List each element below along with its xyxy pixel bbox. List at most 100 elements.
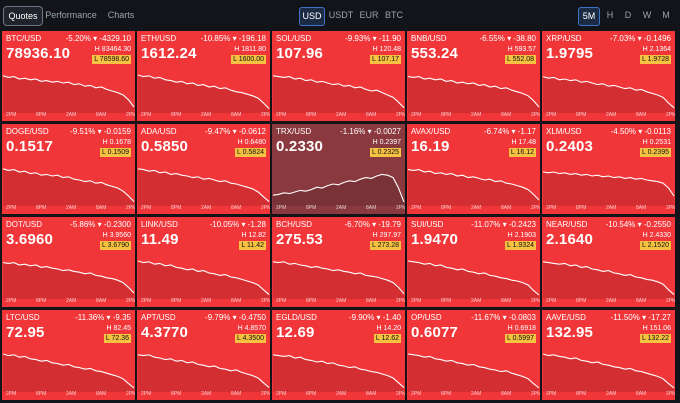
time-axis-label: 2PM	[276, 298, 287, 304]
time-axis-label: 8AM	[366, 205, 377, 211]
quote-tile[interactable]: APT/USD -9.79% ▾ -0.4750 4.3770 H 4.8570 L 4…	[137, 310, 270, 400]
low-price-badge: L 0.2325	[370, 148, 401, 157]
sparkline-chart	[137, 260, 270, 299]
time-axis-label: 8AM	[231, 205, 242, 211]
sparkline-area	[138, 261, 269, 299]
time-axis-label: 2AM	[66, 298, 77, 304]
sparkline-chart	[407, 169, 540, 206]
time-axis-label: 2AM	[66, 112, 77, 118]
time-axis-label: 8PM	[36, 112, 47, 118]
timeframe-hour[interactable]: H	[606, 10, 614, 20]
high-price: H 297.97	[372, 232, 401, 239]
sparkline-line	[272, 261, 405, 295]
sparkline-chart	[272, 173, 405, 206]
time-axis-label: 2PM	[396, 205, 405, 211]
timeframe-day[interactable]: D	[624, 10, 632, 20]
quote-tile[interactable]: LINK/USD -10.05% ▾ -1.28 11.49 H 12.82 L 11.…	[137, 217, 270, 307]
quote-tile[interactable]: OP/USD -11.67% ▾ -0.0803 0.6077 H 0.6918 L 0…	[407, 310, 540, 400]
high-price: H 2.4330	[642, 232, 671, 239]
symbol-label: ADA/USD	[141, 127, 177, 136]
time-axis-label: 2PM	[126, 112, 135, 118]
time-axis-label: 2AM	[336, 112, 347, 118]
currency-eur[interactable]: EUR	[359, 10, 379, 20]
top-toolbar: Quotes Performance Charts USD USDT EUR B…	[0, 0, 680, 30]
change-label: -6.55% ▾ -38.80	[479, 34, 537, 43]
time-axis-label: 2PM	[546, 391, 557, 397]
quote-tile[interactable]: EGLD/USD -9.90% ▾ -1.40 12.69 H 14.20 L 12.6…	[272, 310, 405, 400]
sparkline-chart	[407, 260, 540, 299]
change-label: -7.03% ▾ -0.1496	[610, 34, 671, 43]
high-price: H 17.48	[511, 139, 536, 146]
currency-usd[interactable]: USD	[299, 7, 325, 26]
quote-tile[interactable]: LTC/USD -11.36% ▾ -9.35 72.95 H 82.45 L 72.3…	[2, 310, 135, 400]
quote-tile[interactable]: SOL/USD -9.93% ▾ -11.90 107.96 H 120.48 L 10…	[272, 31, 405, 121]
quote-tile[interactable]: NEAR/USD -10.54% ▾ -0.2550 2.1640 H 2.4330 L…	[542, 217, 675, 307]
tab-performance[interactable]: Performance	[45, 10, 97, 20]
quote-tile[interactable]: BNB/USD -6.55% ▾ -38.80 553.24 H 593.57 L 55…	[407, 31, 540, 121]
change-label: -9.93% ▾ -11.90	[345, 34, 401, 43]
last-price: 0.2330	[276, 138, 324, 155]
currency-btc[interactable]: BTC	[385, 10, 403, 20]
quote-tile[interactable]: BTC/USD -5.20% ▾ -4329.10 78936.10 H 83464.…	[2, 31, 135, 121]
last-price: 1612.24	[141, 45, 197, 62]
timeframe-month[interactable]: M	[662, 10, 670, 20]
timeframe-week[interactable]: W	[642, 10, 652, 20]
time-axis-label: 2PM	[126, 205, 135, 211]
quote-tile[interactable]: AVAX/USD -6.74% ▾ -1.17 16.19 H 17.48 L 16.1…	[407, 124, 540, 214]
sparkline-chart	[2, 353, 135, 392]
quote-tile[interactable]: ADA/USD -9.47% ▾ -0.0612 0.5850 H 0.6480 L 0…	[137, 124, 270, 214]
sparkline-line	[2, 168, 135, 202]
last-price: 11.49	[141, 231, 179, 248]
quote-tile[interactable]: SUI/USD -11.07% ▾ -0.2423 1.9470 H 2.1903 L …	[407, 217, 540, 307]
sparkline-area	[408, 261, 539, 299]
quote-tile[interactable]: DOGE/USD -9.51% ▾ -0.0159 0.1517 H 0.1678 L …	[2, 124, 135, 214]
sparkline-line	[272, 173, 405, 203]
change-label: -11.50% ▾ -17.27	[610, 313, 671, 322]
time-axis-label: 2AM	[606, 112, 617, 118]
last-price: 275.53	[276, 231, 324, 248]
time-axis-label: 2AM	[201, 112, 212, 118]
time-axis-label: 2PM	[411, 112, 422, 118]
last-price: 4.3770	[141, 324, 189, 341]
quotes-heatmap-grid: BTC/USD -5.20% ▾ -4329.10 78936.10 H 83464.…	[0, 31, 680, 403]
time-axis-label: 2PM	[141, 391, 152, 397]
time-axis-label: 8AM	[501, 205, 512, 211]
sparkline-chart	[2, 75, 135, 113]
timeframe-5m[interactable]: 5M	[578, 7, 600, 26]
quote-tile[interactable]: TRX/USD -1.16% ▾ -0.0027 0.2330 H 0.2397 L 0…	[272, 124, 405, 214]
change-label: -6.70% ▾ -19.79	[344, 220, 402, 229]
time-axis-label: 2PM	[261, 205, 270, 211]
tab-charts[interactable]: Charts	[107, 10, 135, 20]
quote-tile[interactable]: BCH/USD -6.70% ▾ -19.79 275.53 H 297.97 L 27…	[272, 217, 405, 307]
time-axis-label: 2PM	[126, 298, 135, 304]
quote-tile[interactable]: ETH/USD -10.85% ▾ -196.18 1612.24 H 1811.80…	[137, 31, 270, 121]
change-label: -11.07% ▾ -0.2423	[471, 220, 536, 229]
sparkline-line	[542, 171, 675, 197]
time-axis-label: 2PM	[666, 298, 675, 304]
time-axis-label: 8PM	[441, 112, 452, 118]
low-price-badge: L 1.9728	[640, 55, 671, 64]
sparkline-chart	[2, 262, 135, 299]
time-axis-label: 8PM	[171, 298, 182, 304]
currency-usdt[interactable]: USDT	[328, 10, 354, 20]
time-axis-label: 8PM	[576, 112, 587, 118]
time-axis-label: 2AM	[201, 298, 212, 304]
quote-tile[interactable]: DOT/USD -5.86% ▾ -0.2300 3.6960 H 3.9560 L 3…	[2, 217, 135, 307]
quote-tile[interactable]: XRP/USD -7.03% ▾ -0.1496 1.9795 H 2.1364 L 1…	[542, 31, 675, 121]
symbol-label: EGLD/USD	[276, 313, 317, 322]
sparkline-chart	[137, 74, 270, 113]
symbol-label: ETH/USD	[141, 34, 177, 43]
tab-quotes[interactable]: Quotes	[3, 6, 43, 26]
sparkline-line	[407, 169, 540, 201]
last-price: 1.9470	[411, 231, 459, 248]
symbol-label: APT/USD	[141, 313, 176, 322]
time-axis-label: 8AM	[366, 112, 377, 118]
time-axis-label: 2PM	[6, 391, 17, 397]
quote-tile[interactable]: AAVE/USD -11.50% ▾ -17.27 132.95 H 151.06 L …	[542, 310, 675, 400]
time-axis-label: 2PM	[141, 205, 152, 211]
time-axis-label: 8PM	[171, 391, 182, 397]
sparkline-area	[543, 354, 674, 392]
quote-tile[interactable]: XLM/USD -4.50% ▾ -0.0113 0.2403 H 0.2531 L 0…	[542, 124, 675, 214]
sparkline-area	[3, 262, 134, 299]
change-label: -10.54% ▾ -0.2550	[605, 220, 671, 229]
